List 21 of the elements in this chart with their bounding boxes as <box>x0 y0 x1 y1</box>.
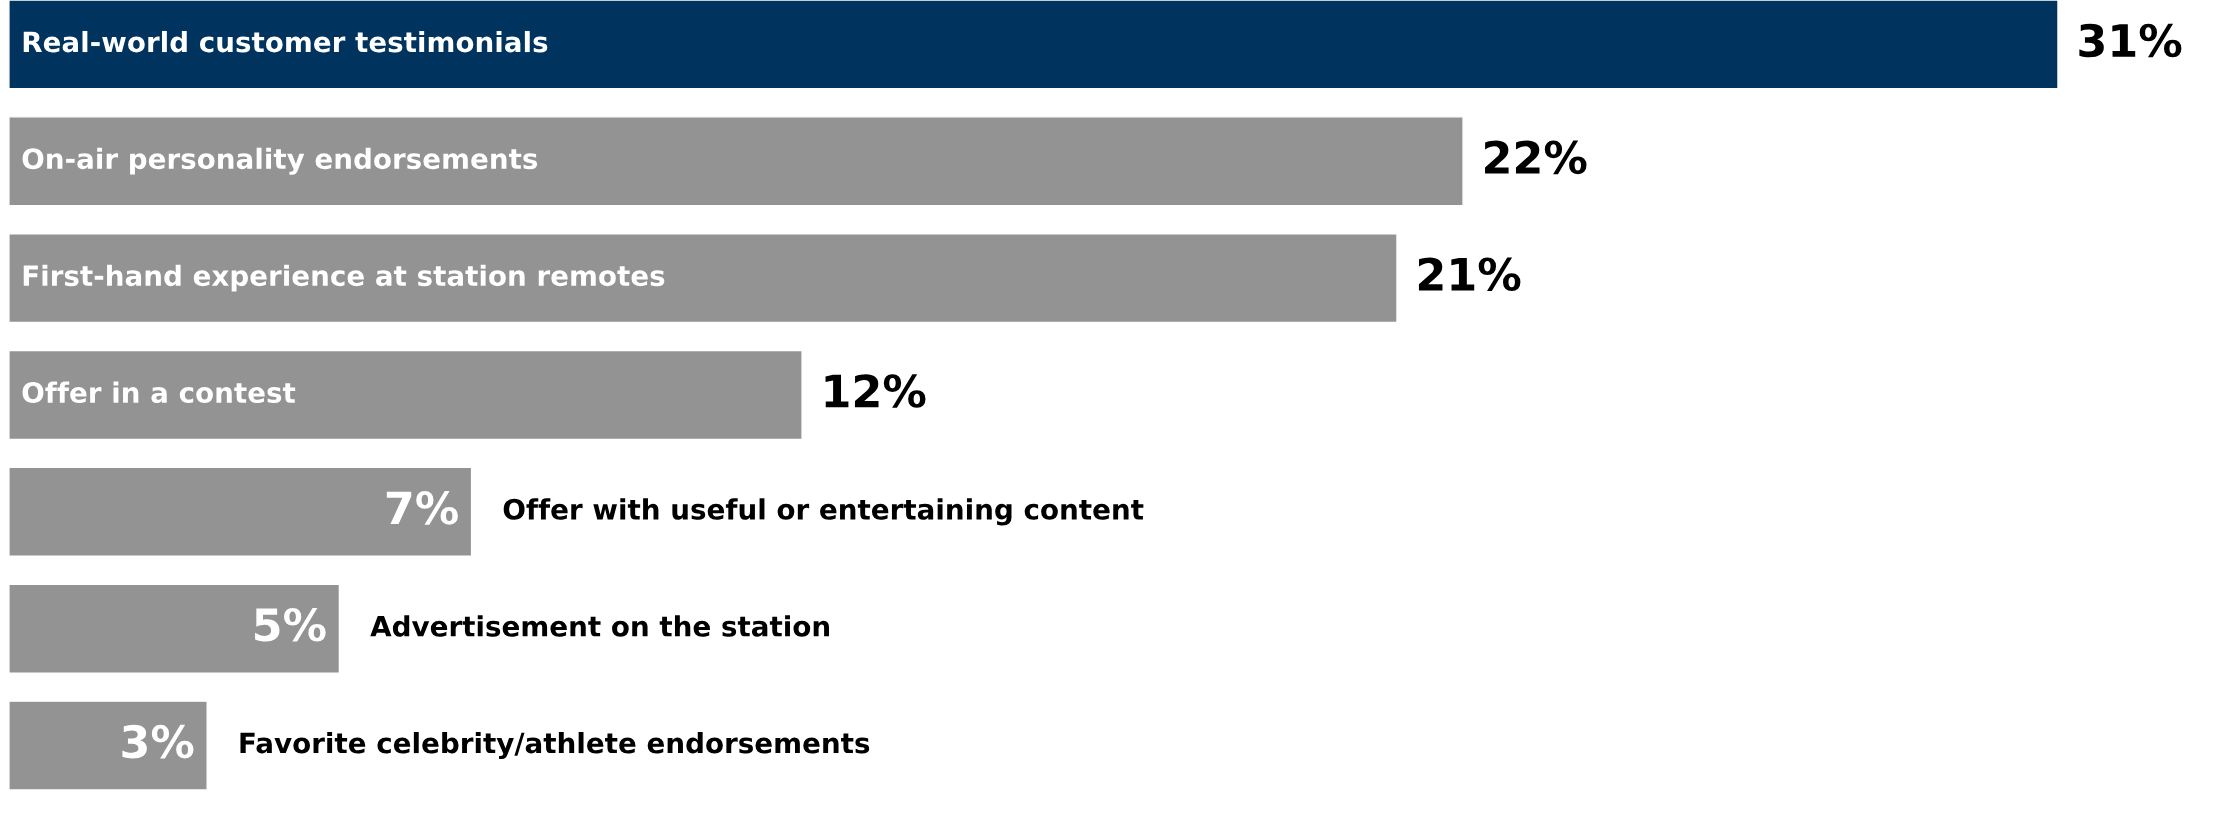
bar <box>8 0 2059 90</box>
data-label: 21% <box>1418 257 1521 292</box>
y-tick-label: On-air personality endorsements <box>22 147 538 175</box>
y-tick-label: First-hand experience at station remotes <box>23 264 665 292</box>
data-label: 12% <box>825 374 926 408</box>
y-tick-label: Advertisement on the station <box>370 615 829 637</box>
data-label: 7% <box>386 491 458 525</box>
bar <box>8 700 208 791</box>
data-label: 22% <box>1485 140 1587 175</box>
bar <box>8 466 473 557</box>
y-tick-label: Favorite celebrity/athlete endorsements <box>240 732 870 760</box>
data-label: 5% <box>255 607 326 642</box>
bar <box>8 116 1464 207</box>
data-label: 31% <box>2079 23 2182 58</box>
y-tick-label: Offer with useful or entertaining content <box>503 498 1144 526</box>
y-tick-label: Offer in a contest <box>22 381 296 404</box>
bar <box>8 349 803 441</box>
bar <box>8 583 341 674</box>
y-tick-label: Real-world customer testimonials <box>23 30 548 53</box>
bar <box>8 233 1398 324</box>
data-label: 3% <box>122 724 194 759</box>
